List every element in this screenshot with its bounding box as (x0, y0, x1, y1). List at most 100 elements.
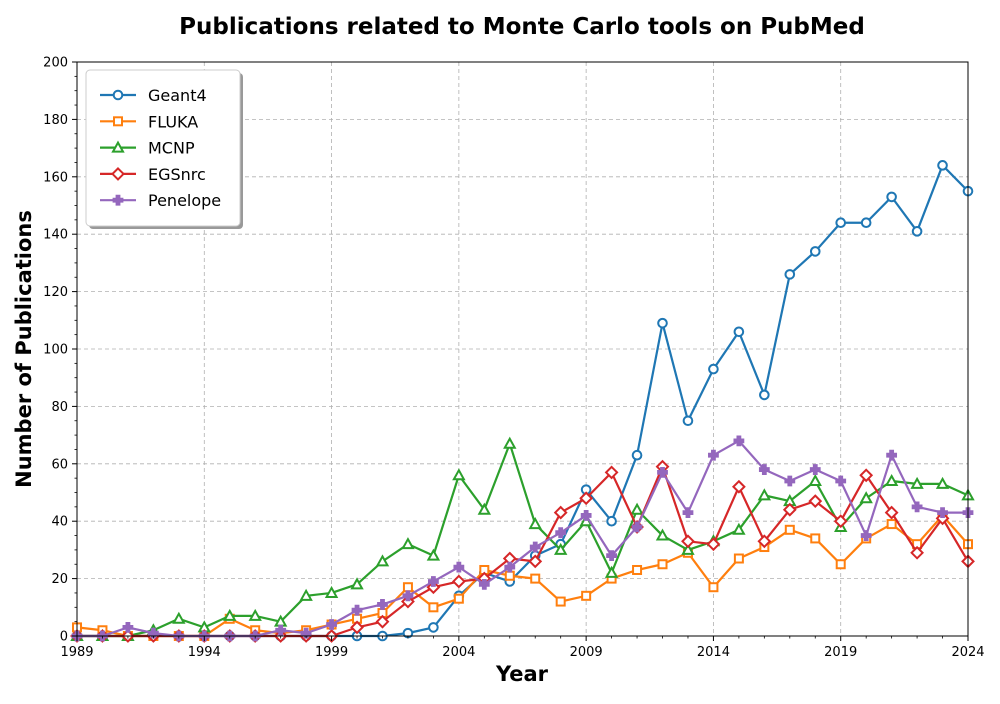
data-point-mcnp (859, 491, 873, 504)
y-tick-label: 80 (51, 400, 68, 415)
data-point-fluka (581, 590, 592, 601)
data-point-penelope (708, 449, 719, 461)
data-point-fluka (733, 553, 744, 564)
ticks: 1989 1994 1999 2004 2009 2014 2019 2024 0 20 40 60 8… (43, 56, 984, 661)
legend-marker (111, 140, 125, 153)
data-point-egsnrc (426, 580, 441, 595)
legend-marker (112, 89, 124, 101)
data-point-penelope (758, 464, 770, 475)
data-point-mcnp (172, 611, 186, 624)
data-point-geant4 (606, 515, 617, 527)
data-point-geant4 (682, 415, 694, 427)
data-point-penelope (784, 475, 796, 487)
data-point-penelope (911, 501, 923, 513)
data-point-fluka (428, 602, 439, 613)
data-point-penelope (504, 561, 516, 573)
data-point-egsnrc (706, 537, 721, 552)
legend-entry-fluka: FLUKA (100, 112, 198, 131)
data-point-egsnrc (757, 534, 772, 549)
data-point-mcnp (732, 522, 746, 535)
data-point-geant4 (784, 269, 796, 280)
legend-box (85, 69, 241, 227)
series-line-egsnrc (77, 465, 969, 638)
data-point-mcnp (528, 517, 542, 530)
data-point-penelope (733, 435, 745, 447)
data-point-penelope (427, 576, 439, 587)
y-tick-label: 40 (51, 515, 68, 530)
y-axis-label: Number of Publications (12, 210, 36, 488)
data-point-fluka (504, 570, 515, 581)
legend-label: MCNP (148, 139, 195, 158)
data-point-penelope (886, 449, 898, 461)
data-point-penelope (147, 627, 159, 639)
x-tick-label: 2009 (570, 645, 603, 660)
data-point-geant4 (886, 191, 897, 203)
data-point-mcnp (452, 468, 466, 481)
y-tick-label: 60 (51, 457, 68, 472)
series-line-fluka (76, 514, 969, 638)
data-point-mcnp (808, 473, 822, 487)
data-point-mcnp (935, 476, 950, 489)
y-tick-label: 200 (43, 56, 68, 71)
y-tick-label: 180 (43, 113, 68, 128)
y-tick-label: 140 (43, 228, 68, 243)
data-point-penelope (351, 604, 363, 616)
y-tick-label: 0 (60, 630, 68, 645)
data-point-mcnp (350, 577, 364, 590)
data-point-geant4 (835, 217, 847, 229)
data-point-mcnp (553, 542, 568, 555)
data-point-penelope (555, 527, 567, 539)
data-point-penelope (657, 467, 668, 478)
data-point-egsnrc (910, 545, 924, 560)
data-point-egsnrc (375, 614, 390, 629)
data-point-geant4 (937, 160, 948, 171)
data-point-penelope (631, 521, 643, 533)
series-mcnp (70, 436, 975, 641)
data-point-geant4 (733, 326, 745, 338)
data-point-egsnrc (579, 491, 594, 506)
y-tick-label: 20 (51, 572, 68, 587)
x-tick-label: 1989 (60, 645, 93, 660)
x-tick-label: 2019 (824, 645, 857, 660)
data-point-penelope (937, 507, 948, 518)
x-tick-label: 2014 (697, 645, 730, 660)
data-point-egsnrc (401, 594, 415, 609)
x-tick-label: 1994 (188, 645, 221, 660)
x-tick-label: 1999 (315, 645, 348, 660)
data-point-geant4 (860, 217, 872, 229)
data-point-egsnrc (553, 505, 568, 520)
data-point-egsnrc (681, 534, 695, 549)
legend-entry-geant4: Geant4 (100, 86, 207, 105)
legend-marker (111, 166, 125, 181)
data-point-egsnrc (859, 468, 874, 483)
data-point-mcnp (910, 476, 924, 489)
data-point-mcnp (604, 565, 619, 578)
data-point-penelope (835, 475, 847, 487)
legend-label: EGSnrc (148, 165, 206, 184)
x-tick-label: 2024 (951, 645, 984, 660)
y-tick-label: 100 (43, 343, 68, 358)
series-line-penelope (77, 439, 968, 638)
data-point-geant4 (708, 363, 719, 375)
series-layer (70, 160, 975, 643)
data-point-geant4 (631, 449, 643, 461)
data-point-mcnp (630, 502, 644, 515)
data-point-fluka (835, 559, 846, 570)
data-point-geant4 (911, 226, 923, 237)
data-point-fluka (530, 573, 541, 584)
data-point-egsnrc (604, 465, 619, 480)
data-point-egsnrc (528, 554, 543, 569)
data-point-penelope (682, 507, 694, 518)
data-point-penelope (122, 621, 134, 633)
data-point-penelope (453, 561, 465, 573)
legend-entry-egsnrc: EGSnrc (100, 165, 206, 184)
legend-label: FLUKA (148, 112, 198, 131)
series-penelope (71, 435, 974, 642)
data-point-egsnrc (935, 511, 950, 526)
y-tick-label: 120 (43, 285, 68, 300)
data-point-fluka (886, 519, 897, 530)
legend: Geant4 FLUKA MCNP EGSnrc Penelope (85, 69, 243, 229)
data-point-fluka (632, 564, 643, 575)
legend-entry-mcnp: MCNP (100, 139, 195, 158)
